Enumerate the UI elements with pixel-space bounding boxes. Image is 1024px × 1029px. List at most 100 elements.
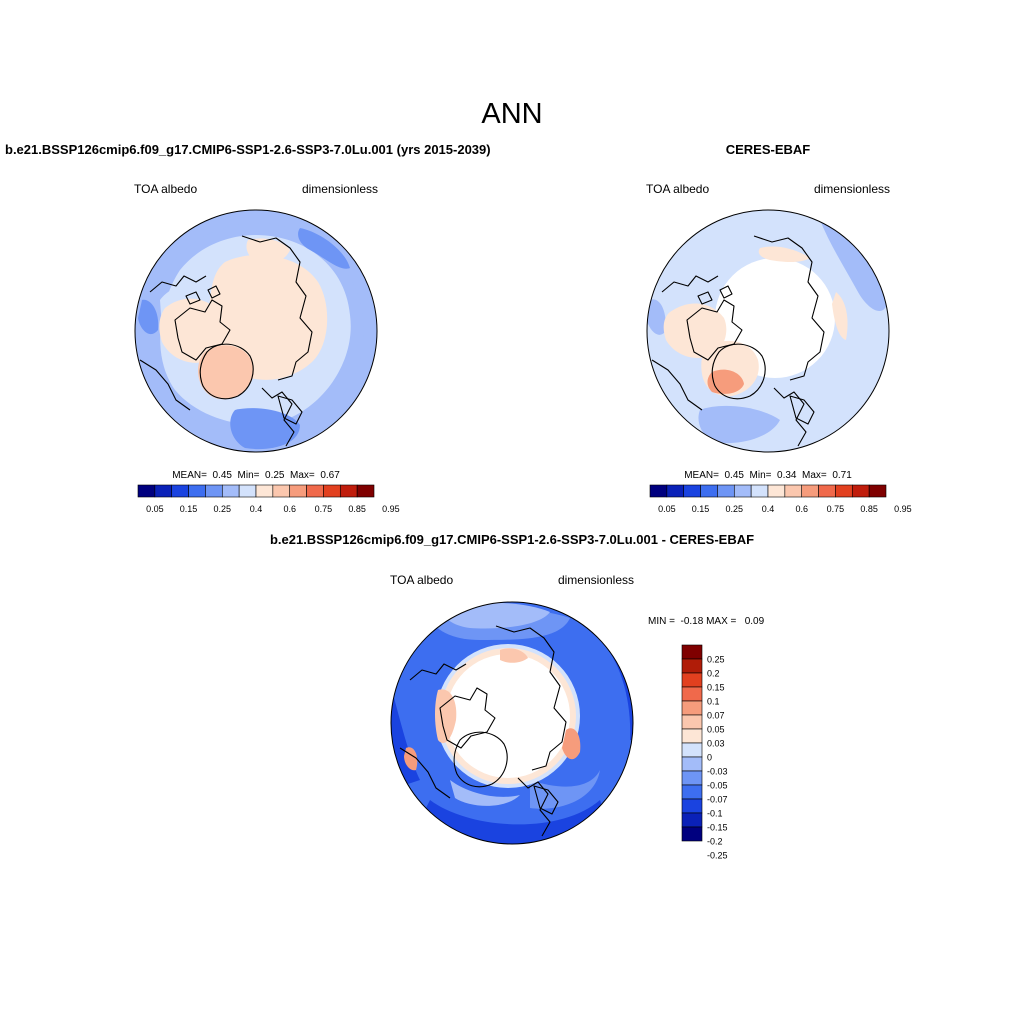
panel-b-archipelago-cream <box>663 303 727 359</box>
panel-a-stats: MEAN= 0.45 Min= 0.25 Max= 0.67 <box>172 470 340 481</box>
panel-b-ring-cream-east <box>832 292 848 340</box>
diff-colorbar-tick-label: -0.25 <box>707 851 728 861</box>
diff-colorbar-swatch <box>681 784 703 800</box>
diff-colorbar-tick-label: -0.05 <box>707 781 728 791</box>
panel-c-coast-scandinavia <box>533 785 559 815</box>
diff-title: b.e21.BSSP126cmip6.f09_g17.CMIP6-SSP1-2.… <box>270 532 754 547</box>
panel-b-coast-europe <box>773 387 807 447</box>
diff-colorbar-swatch <box>681 756 703 772</box>
panel-b-coast-archipelago <box>686 299 743 361</box>
panel-a-colorbar: 0.05 0.15 0.25 0.4 0.6 0.75 0.85 0.95 <box>137 484 400 514</box>
panel-b-colorbar-tick-label: 0.75 <box>827 504 845 514</box>
diff-colorbar-tick-label: 0.15 <box>707 683 725 693</box>
panel-a-colorbar-swatch <box>238 484 257 498</box>
diff-colorbar-swatch <box>681 644 703 660</box>
panel-a-atlantic-blue <box>230 408 300 450</box>
panel-b-pacific-blue <box>820 220 888 312</box>
diff-colorbar-swatch <box>681 812 703 828</box>
panel-a-coast-archipelago <box>174 299 231 361</box>
panel-c-light-blue-b <box>450 780 520 806</box>
panel-c-coastlines <box>399 625 567 837</box>
panel-a-colorbar-swatch <box>272 484 291 498</box>
panel-a-colorbar-swatch <box>323 484 341 498</box>
diff-colorbar-swatch <box>681 770 703 786</box>
panel-a-colorbar-swatch <box>255 484 274 498</box>
panel-c-south-deep <box>400 800 620 844</box>
diff-colorbar: 0.25 0.2 0.15 0.1 0.07 0.05 0.03 0 -0.03 -0.05 -0.… <box>681 644 728 861</box>
panel-c-coast-northamerica <box>399 747 451 799</box>
panel-b-colorbar-tick-label: 0.85 <box>860 504 878 514</box>
panel-a-colorbar-swatch <box>171 484 189 498</box>
diff-colorbar-swatch <box>681 672 703 688</box>
panel-b-colorbar-swatch <box>733 484 752 498</box>
panel-b-colorbar-swatch <box>868 484 887 498</box>
panel-b-colorbar-swatch <box>666 484 685 498</box>
panel-b-colorbar-swatch <box>649 484 668 498</box>
panel-a-colorbar-tick-label: 0.85 <box>348 504 366 514</box>
panel-b-west-blue <box>647 299 666 335</box>
panel-a-nwpac-blue <box>298 228 350 269</box>
diff-colorbar-tick-label: -0.03 <box>707 767 728 777</box>
panel-b-colorbar-swatch <box>801 484 819 498</box>
panel-a-colorbar-swatch <box>221 484 240 498</box>
diff-colorbar-tick-label: -0.2 <box>707 837 723 847</box>
diff-colorbar-swatch <box>681 658 703 674</box>
panel-b-colorbar-swatch <box>818 484 836 498</box>
panel-b-units: dimensionless <box>814 182 890 196</box>
panel-b-colorbar-swatch <box>683 484 701 498</box>
panel-a-coast-alaska <box>149 275 207 293</box>
panel-a-greenland-peach <box>197 345 254 400</box>
diff-colorbar-tick-label: 0.1 <box>707 697 720 707</box>
figure-title: ANN <box>481 98 542 130</box>
panel-a-map-border <box>134 209 378 453</box>
panel-a-colorbar-tick-label: 0.4 <box>250 504 263 514</box>
panel-a-coast-scandinavia <box>277 395 303 425</box>
panel-b-colorbar-tick-label: 0.15 <box>692 504 710 514</box>
panel-c-west-peach <box>435 689 457 744</box>
panel-b-coast-northamerica <box>651 359 703 411</box>
panel-a-coast-asia <box>241 235 313 381</box>
panel-a-pacific-blue <box>138 299 159 335</box>
panel-c-north-peach <box>500 648 528 663</box>
panel-a-colorbar-swatch <box>289 484 307 498</box>
panel-c-variable: TOA albedo <box>390 573 453 587</box>
panel-a-coastlines <box>139 235 313 447</box>
panel-a-colorbar-tick-label: 0.05 <box>146 504 164 514</box>
panel-c-map-border <box>390 601 634 845</box>
panel-b-variable: TOA albedo <box>646 182 709 196</box>
panel-b-ring-cream <box>758 246 810 262</box>
panel-a-coast-islands <box>185 285 221 305</box>
panel-a-colorbar-tick-label: 0.25 <box>214 504 232 514</box>
panel-b-colorbar-tick-label: 0.05 <box>658 504 676 514</box>
panel-a-colorbar-swatch <box>306 484 324 498</box>
diff-colorbar-tick-label: 0.2 <box>707 669 720 679</box>
panel-b-colorbar-swatch <box>851 484 870 498</box>
panel-b-map <box>646 209 890 453</box>
panel-b-colorbar: 0.05 0.15 0.25 0.4 0.6 0.75 0.85 0.95 <box>649 484 912 514</box>
panel-b-coast-scandinavia <box>789 395 815 425</box>
panel-b-colorbar-swatch <box>700 484 718 498</box>
panel-a-colorbar-swatch <box>188 484 206 498</box>
panel-c-units: dimensionless <box>558 573 634 587</box>
panel-b-title: CERES-EBAF <box>726 142 811 157</box>
panel-c-east-salmon <box>562 728 581 760</box>
panel-c-map <box>390 601 634 845</box>
diff-colorbar-swatch <box>681 742 703 758</box>
panel-c-coast-alaska <box>409 663 467 681</box>
panel-b-coastlines <box>651 235 825 447</box>
diff-colorbar-swatch <box>681 700 703 716</box>
panel-b-colorbar-tick-label: 0.6 <box>795 504 808 514</box>
panel-b-colorbar-swatch <box>717 484 735 498</box>
diff-colorbar-tick-label: 0.03 <box>707 739 725 749</box>
panel-b-colorbar-tick-label: 0.4 <box>762 504 775 514</box>
panel-a-colorbar-swatch <box>205 484 223 498</box>
panel-a-coast-europe <box>261 387 295 447</box>
panel-c-coast-asia <box>495 625 567 771</box>
panel-a-colorbar-tick-label: 0.15 <box>180 504 198 514</box>
panel-a-colorbar-swatch <box>339 484 358 498</box>
panel-b-colorbar-swatch <box>750 484 769 498</box>
panel-a-variable: TOA albedo <box>134 182 197 196</box>
panel-a-eastern-cream <box>246 238 290 264</box>
